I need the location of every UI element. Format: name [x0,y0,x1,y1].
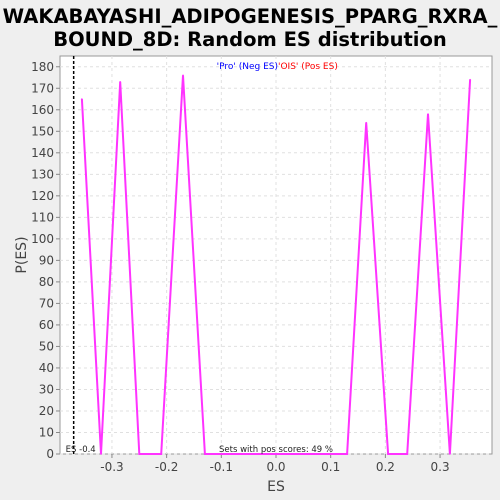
series-layer [80,74,472,455]
y-tick-label: 30 [39,382,54,396]
data-point [81,98,83,100]
legend-pos-label: 'Pro' (Neg ES) [217,62,278,72]
data-point [269,453,272,455]
actual-es-label: ES -0.4 [66,445,96,455]
x-tick-label: 0.0 [266,460,285,474]
x-tick-label: -0.3 [100,460,123,474]
pos-scores-annotation: Sets with pos scores: 49 % [219,445,333,455]
data-point [387,453,389,455]
y-tick-label: 150 [31,124,54,138]
data-point [313,453,316,455]
y-tick-label: 140 [31,146,54,160]
y-axis-label: P(ES) [14,236,30,273]
es-distribution-line [80,75,472,455]
legend-neg-label: 'OIS' (Pos ES) [278,62,338,72]
data-point [449,453,451,455]
data-point [204,453,206,455]
x-axis-label: ES [267,479,285,495]
y-tick-label: 0 [46,447,54,461]
y-tick-label: 70 [39,296,54,310]
y-tick-label: 180 [31,60,54,74]
data-point [406,453,409,455]
x-tick-label: 0.2 [376,460,395,474]
axes-layer: 0 10 20 30 40 50 60 70 80 90 100 110 120 130 140 150 160… [31,60,450,474]
x-tick-label: -0.1 [210,460,233,474]
grid-layer [60,56,492,455]
y-tick-label: 50 [39,339,54,353]
chart-title-line-1: WAKABAYASHI_ADIPOGENESIS_PPARG_RXRA_ [3,5,498,28]
y-tick-label: 170 [31,81,54,95]
data-point [335,453,337,455]
y-tick-label: 60 [39,318,54,332]
y-tick-label: 40 [39,361,54,375]
x-tick-label: 0.3 [431,460,450,474]
data-point [469,78,471,81]
y-tick-label: 80 [39,275,54,289]
data-point [427,113,429,115]
data-point [225,453,228,455]
y-tick-label: 160 [31,103,54,117]
y-tick-label: 20 [39,404,54,418]
y-tick-label: 10 [39,425,54,439]
y-tick-label: 120 [31,189,54,203]
data-point [182,74,184,77]
chart-title-line-2: BOUND_8D: Random ES distribution [53,28,447,51]
data-point [247,453,250,455]
x-tick-label: 0.1 [321,460,340,474]
x-tick-label: -0.2 [155,460,178,474]
data-point [100,453,102,455]
data-point [291,453,294,455]
data-point [346,453,348,455]
y-tick-label: 110 [31,210,54,224]
data-point [138,453,141,455]
y-tick-label: 90 [39,253,54,267]
data-point [160,453,162,455]
data-point [119,81,121,83]
data-point [365,121,368,124]
y-tick-label: 130 [31,167,54,181]
y-tick-label: 100 [31,232,54,246]
